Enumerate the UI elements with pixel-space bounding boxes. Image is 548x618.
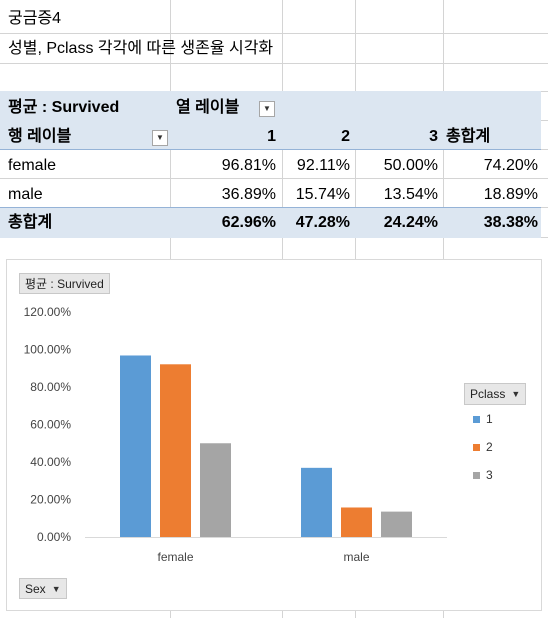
female-total[interactable]: 74.20% xyxy=(483,157,538,174)
pivot-chart[interactable]: 평균 : Survived 0.00% 20.00% 40.00% 60.00% 80.… xyxy=(6,259,542,611)
axis-dropdown-icon: ▼ xyxy=(51,583,61,594)
legend-swatch-3 xyxy=(473,471,480,479)
x-category-label: male xyxy=(343,550,369,564)
sheet-title[interactable]: 궁금증4 xyxy=(8,10,62,27)
bar-female-pclass-2[interactable] xyxy=(160,364,191,537)
row-label-male[interactable]: male xyxy=(8,186,43,203)
col-header-grand-total[interactable]: 총합계 xyxy=(446,128,491,145)
bar-male-pclass-3[interactable] xyxy=(381,511,412,537)
legend-item-1[interactable]: 1 xyxy=(473,412,493,426)
y-tick-label: 60.00% xyxy=(30,418,71,432)
legend-item-2[interactable]: 2 xyxy=(473,440,493,454)
col-header-3[interactable]: 3 xyxy=(429,128,438,145)
grand-total-label[interactable]: 총합계 xyxy=(8,214,53,231)
legend-swatch-1 xyxy=(473,415,480,423)
y-tick-label: 100.00% xyxy=(24,343,72,357)
bar-male-pclass-2[interactable] xyxy=(341,507,372,537)
male-pclass-2[interactable]: 15.74% xyxy=(295,186,350,203)
row-label-female[interactable]: female xyxy=(8,157,57,174)
y-tick-label: 80.00% xyxy=(30,380,71,394)
legend-swatch-2 xyxy=(473,443,480,451)
grand-total-pclass-3[interactable]: 24.24% xyxy=(383,214,438,231)
y-tick-label: 20.00% xyxy=(30,493,71,507)
legend-field-button[interactable]: Pclass ▼ xyxy=(464,383,527,405)
legend-label-2: 2 xyxy=(486,440,493,454)
bar-female-pclass-1[interactable] xyxy=(120,355,151,537)
male-total[interactable]: 18.89% xyxy=(483,186,538,203)
axis-field-button[interactable]: Sex ▼ xyxy=(19,578,67,599)
legend-label-1: 1 xyxy=(486,412,493,426)
value-field-label: 평균 : Survived xyxy=(25,277,104,291)
column-filter-dropdown-icon[interactable]: ▼ xyxy=(259,101,275,117)
legend-field-label: Pclass xyxy=(470,387,506,401)
col-header-1[interactable]: 1 xyxy=(267,128,276,145)
legend-dropdown-icon: ▼ xyxy=(511,389,521,399)
grand-total-pclass-1[interactable]: 62.96% xyxy=(221,214,276,231)
row-filter-dropdown-icon[interactable]: ▼ xyxy=(152,130,168,146)
bar-female-pclass-3[interactable] xyxy=(200,443,231,537)
y-tick-label: 0.00% xyxy=(37,530,71,544)
axis-field-label: Sex xyxy=(25,581,46,596)
legend-item-3[interactable]: 3 xyxy=(473,468,493,482)
female-pclass-1[interactable]: 96.81% xyxy=(221,157,276,174)
pivot-column-labels[interactable]: 열 레이블 xyxy=(176,99,240,116)
value-field-button[interactable]: 평균 : Survived xyxy=(19,273,110,294)
pivot-row-labels[interactable]: 행 레이블 xyxy=(8,128,72,145)
pivot-value-label[interactable]: 평균 : Survived xyxy=(8,99,120,116)
legend-label-3: 3 xyxy=(486,468,493,482)
grand-total-total[interactable]: 38.38% xyxy=(483,214,538,231)
male-pclass-3[interactable]: 13.54% xyxy=(383,186,438,203)
pivot-total-band xyxy=(0,207,541,238)
pivot-header-band xyxy=(0,91,541,150)
x-category-label: female xyxy=(157,550,193,564)
female-pclass-3[interactable]: 50.00% xyxy=(383,157,438,174)
y-tick-label: 40.00% xyxy=(30,455,71,469)
col-header-2[interactable]: 2 xyxy=(341,128,350,145)
sheet-subtitle[interactable]: 성별, Pclass 각각에 따른 생존율 시각화 xyxy=(8,40,274,57)
y-tick-label: 120.00% xyxy=(24,305,72,319)
chart-plot-area: 0.00% 20.00% 40.00% 60.00% 80.00% 100.00% 120.… xyxy=(24,305,447,564)
grand-total-pclass-2[interactable]: 47.28% xyxy=(295,214,350,231)
bar-male-pclass-1[interactable] xyxy=(301,467,332,537)
female-pclass-2[interactable]: 92.11% xyxy=(296,157,350,174)
male-pclass-1[interactable]: 36.89% xyxy=(221,186,276,203)
